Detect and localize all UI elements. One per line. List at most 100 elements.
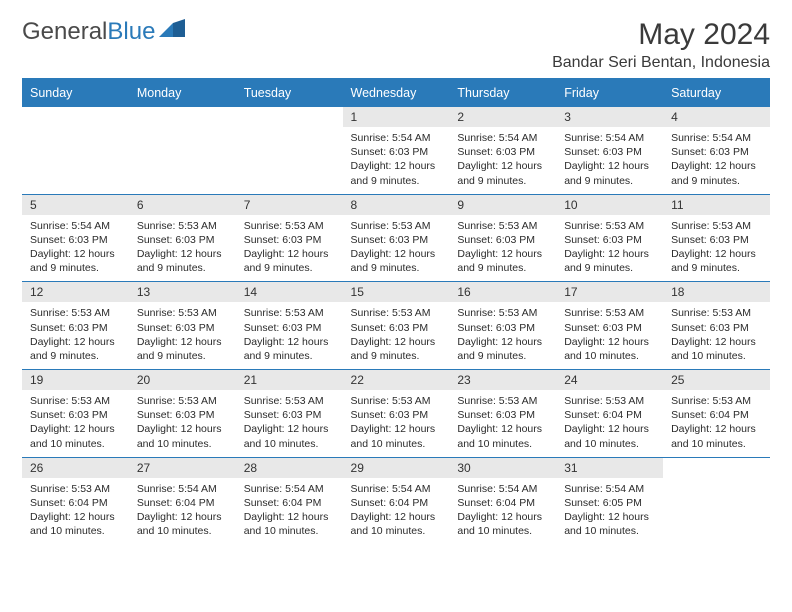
day-number: 3 <box>556 107 663 127</box>
weekday-header-row: Sunday Monday Tuesday Wednesday Thursday… <box>22 79 770 107</box>
weekday-col-5: Friday <box>556 79 663 107</box>
day-details: Sunrise: 5:53 AMSunset: 6:04 PMDaylight:… <box>663 390 770 457</box>
calendar-week-row: 1Sunrise: 5:54 AMSunset: 6:03 PMDaylight… <box>22 107 770 195</box>
calendar-day-cell: 5Sunrise: 5:54 AMSunset: 6:03 PMDaylight… <box>22 194 129 282</box>
calendar-day-cell: 19Sunrise: 5:53 AMSunset: 6:03 PMDayligh… <box>22 370 129 458</box>
calendar-day-cell: 31Sunrise: 5:54 AMSunset: 6:05 PMDayligh… <box>556 457 663 544</box>
location-label: Bandar Seri Bentan, Indonesia <box>552 54 770 72</box>
calendar-day-cell: 22Sunrise: 5:53 AMSunset: 6:03 PMDayligh… <box>343 370 450 458</box>
calendar-day-cell: 17Sunrise: 5:53 AMSunset: 6:03 PMDayligh… <box>556 282 663 370</box>
calendar-day-cell: 20Sunrise: 5:53 AMSunset: 6:03 PMDayligh… <box>129 370 236 458</box>
month-title: May 2024 <box>552 18 770 52</box>
calendar-day-cell: 24Sunrise: 5:53 AMSunset: 6:04 PMDayligh… <box>556 370 663 458</box>
day-details: Sunrise: 5:53 AMSunset: 6:03 PMDaylight:… <box>663 302 770 369</box>
day-number: 31 <box>556 458 663 478</box>
calendar-week-row: 26Sunrise: 5:53 AMSunset: 6:04 PMDayligh… <box>22 457 770 544</box>
weekday-col-3: Wednesday <box>343 79 450 107</box>
calendar-day-cell: 14Sunrise: 5:53 AMSunset: 6:03 PMDayligh… <box>236 282 343 370</box>
day-number: 5 <box>22 195 129 215</box>
calendar-day-cell: 23Sunrise: 5:53 AMSunset: 6:03 PMDayligh… <box>449 370 556 458</box>
calendar-week-row: 5Sunrise: 5:54 AMSunset: 6:03 PMDaylight… <box>22 194 770 282</box>
calendar-page: GeneralBlue May 2024 Bandar Seri Bentan,… <box>0 0 792 554</box>
title-block: May 2024 Bandar Seri Bentan, Indonesia <box>552 18 770 72</box>
day-details: Sunrise: 5:53 AMSunset: 6:03 PMDaylight:… <box>343 215 450 282</box>
day-number: 12 <box>22 282 129 302</box>
calendar-day-cell: 15Sunrise: 5:53 AMSunset: 6:03 PMDayligh… <box>343 282 450 370</box>
day-number: 25 <box>663 370 770 390</box>
day-details: Sunrise: 5:54 AMSunset: 6:03 PMDaylight:… <box>556 127 663 194</box>
day-number: 30 <box>449 458 556 478</box>
calendar-day-cell: 25Sunrise: 5:53 AMSunset: 6:04 PMDayligh… <box>663 370 770 458</box>
calendar-day-cell <box>236 107 343 195</box>
header: GeneralBlue May 2024 Bandar Seri Bentan,… <box>22 18 770 72</box>
day-number: 16 <box>449 282 556 302</box>
calendar-day-cell: 4Sunrise: 5:54 AMSunset: 6:03 PMDaylight… <box>663 107 770 195</box>
calendar-day-cell: 12Sunrise: 5:53 AMSunset: 6:03 PMDayligh… <box>22 282 129 370</box>
day-details: Sunrise: 5:53 AMSunset: 6:03 PMDaylight:… <box>449 390 556 457</box>
calendar-day-cell <box>663 457 770 544</box>
day-number: 7 <box>236 195 343 215</box>
brand-logo: GeneralBlue <box>22 18 187 46</box>
day-details: Sunrise: 5:54 AMSunset: 6:03 PMDaylight:… <box>343 127 450 194</box>
calendar-day-cell: 27Sunrise: 5:54 AMSunset: 6:04 PMDayligh… <box>129 457 236 544</box>
day-details: Sunrise: 5:54 AMSunset: 6:04 PMDaylight:… <box>343 478 450 545</box>
day-number: 29 <box>343 458 450 478</box>
day-details: Sunrise: 5:53 AMSunset: 6:04 PMDaylight:… <box>22 478 129 545</box>
day-details: Sunrise: 5:54 AMSunset: 6:05 PMDaylight:… <box>556 478 663 545</box>
day-details: Sunrise: 5:53 AMSunset: 6:03 PMDaylight:… <box>556 302 663 369</box>
day-details: Sunrise: 5:54 AMSunset: 6:03 PMDaylight:… <box>22 215 129 282</box>
brand-mark-icon <box>159 18 187 46</box>
calendar-day-cell: 26Sunrise: 5:53 AMSunset: 6:04 PMDayligh… <box>22 457 129 544</box>
day-details: Sunrise: 5:54 AMSunset: 6:03 PMDaylight:… <box>663 127 770 194</box>
calendar-table: Sunday Monday Tuesday Wednesday Thursday… <box>22 78 770 544</box>
calendar-body: 1Sunrise: 5:54 AMSunset: 6:03 PMDaylight… <box>22 107 770 545</box>
day-details: Sunrise: 5:53 AMSunset: 6:03 PMDaylight:… <box>129 215 236 282</box>
day-number: 23 <box>449 370 556 390</box>
calendar-day-cell: 29Sunrise: 5:54 AMSunset: 6:04 PMDayligh… <box>343 457 450 544</box>
day-number: 26 <box>22 458 129 478</box>
calendar-day-cell: 28Sunrise: 5:54 AMSunset: 6:04 PMDayligh… <box>236 457 343 544</box>
day-number: 19 <box>22 370 129 390</box>
calendar-day-cell: 8Sunrise: 5:53 AMSunset: 6:03 PMDaylight… <box>343 194 450 282</box>
day-details: Sunrise: 5:53 AMSunset: 6:03 PMDaylight:… <box>129 302 236 369</box>
day-number: 2 <box>449 107 556 127</box>
calendar-day-cell: 21Sunrise: 5:53 AMSunset: 6:03 PMDayligh… <box>236 370 343 458</box>
day-number: 24 <box>556 370 663 390</box>
day-number: 1 <box>343 107 450 127</box>
day-number: 9 <box>449 195 556 215</box>
calendar-day-cell: 2Sunrise: 5:54 AMSunset: 6:03 PMDaylight… <box>449 107 556 195</box>
day-details: Sunrise: 5:53 AMSunset: 6:03 PMDaylight:… <box>22 302 129 369</box>
day-number: 6 <box>129 195 236 215</box>
day-number: 21 <box>236 370 343 390</box>
day-details: Sunrise: 5:53 AMSunset: 6:03 PMDaylight:… <box>129 390 236 457</box>
calendar-day-cell: 30Sunrise: 5:54 AMSunset: 6:04 PMDayligh… <box>449 457 556 544</box>
day-number: 11 <box>663 195 770 215</box>
day-number: 20 <box>129 370 236 390</box>
day-number: 27 <box>129 458 236 478</box>
day-number: 13 <box>129 282 236 302</box>
day-details: Sunrise: 5:53 AMSunset: 6:03 PMDaylight:… <box>22 390 129 457</box>
calendar-day-cell: 3Sunrise: 5:54 AMSunset: 6:03 PMDaylight… <box>556 107 663 195</box>
day-details: Sunrise: 5:53 AMSunset: 6:03 PMDaylight:… <box>236 215 343 282</box>
day-number: 14 <box>236 282 343 302</box>
calendar-day-cell: 7Sunrise: 5:53 AMSunset: 6:03 PMDaylight… <box>236 194 343 282</box>
calendar-week-row: 12Sunrise: 5:53 AMSunset: 6:03 PMDayligh… <box>22 282 770 370</box>
day-number: 17 <box>556 282 663 302</box>
day-details: Sunrise: 5:53 AMSunset: 6:03 PMDaylight:… <box>556 215 663 282</box>
brand-word2: Blue <box>107 18 155 46</box>
brand-word1: General <box>22 18 107 46</box>
calendar-day-cell: 18Sunrise: 5:53 AMSunset: 6:03 PMDayligh… <box>663 282 770 370</box>
day-number: 18 <box>663 282 770 302</box>
day-details: Sunrise: 5:54 AMSunset: 6:04 PMDaylight:… <box>449 478 556 545</box>
day-number: 8 <box>343 195 450 215</box>
day-number: 15 <box>343 282 450 302</box>
calendar-day-cell <box>129 107 236 195</box>
day-details: Sunrise: 5:53 AMSunset: 6:03 PMDaylight:… <box>449 302 556 369</box>
day-details: Sunrise: 5:53 AMSunset: 6:04 PMDaylight:… <box>556 390 663 457</box>
day-number: 10 <box>556 195 663 215</box>
day-number: 4 <box>663 107 770 127</box>
calendar-day-cell: 11Sunrise: 5:53 AMSunset: 6:03 PMDayligh… <box>663 194 770 282</box>
calendar-day-cell: 1Sunrise: 5:54 AMSunset: 6:03 PMDaylight… <box>343 107 450 195</box>
day-number: 28 <box>236 458 343 478</box>
day-details: Sunrise: 5:53 AMSunset: 6:03 PMDaylight:… <box>343 390 450 457</box>
